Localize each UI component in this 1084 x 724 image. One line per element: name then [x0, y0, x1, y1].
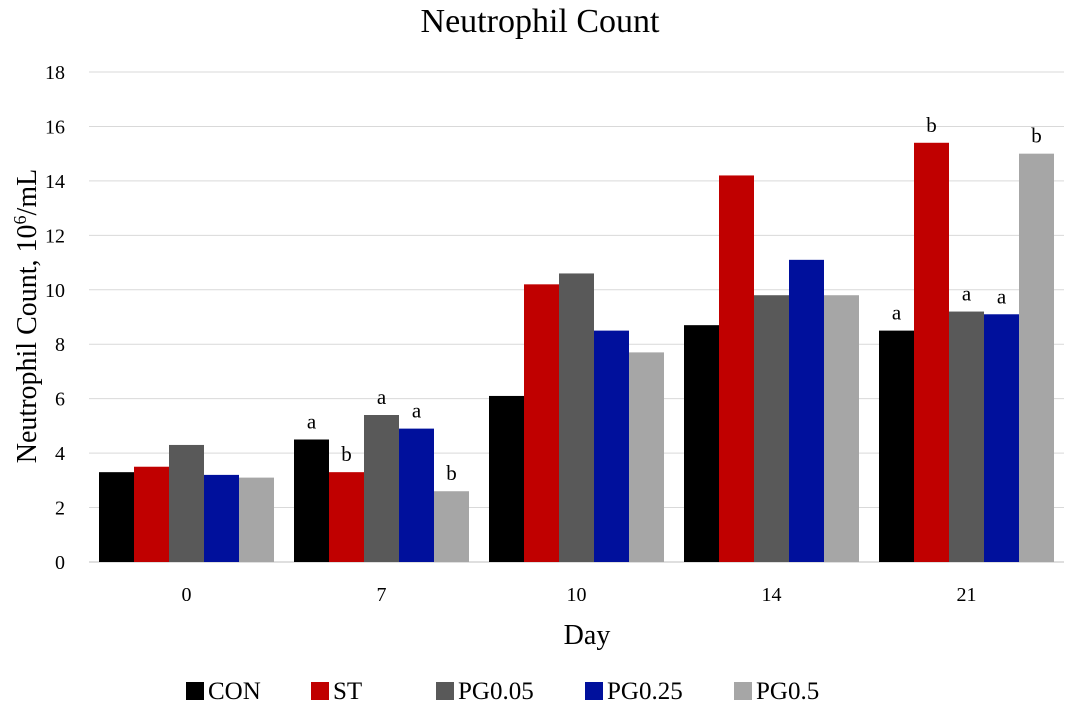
bar-pg05-day14: [824, 295, 859, 562]
x-tick-label: 10: [567, 584, 587, 606]
y-axis-title-main: Neutrophil Count, 10: [12, 224, 43, 463]
bars: [99, 142, 1054, 562]
y-tick-label: 6: [55, 389, 65, 411]
significance-label: b: [446, 461, 457, 485]
x-tick-label: 7: [377, 584, 387, 606]
y-tick-label: 10: [45, 280, 65, 302]
y-axis-title: Neutrophil Count, 106/mL: [10, 169, 43, 463]
bar-con-day7: [294, 439, 329, 562]
bar-st-day0: [134, 466, 169, 562]
x-tick-label: 14: [762, 584, 782, 606]
significance-label: b: [1031, 124, 1042, 148]
bar-st-day10: [524, 284, 559, 562]
bar-con-day10: [489, 395, 524, 562]
bar-pg05-day0: [239, 477, 274, 562]
bar-st-day7: [329, 472, 364, 562]
x-tick-label: 21: [957, 584, 977, 606]
y-tick-label: 12: [45, 225, 65, 247]
legend-label: CON: [208, 678, 261, 705]
x-axis: 0 7 10 14 21: [182, 584, 977, 606]
legend-swatch: [734, 682, 752, 700]
y-tick-label: 14: [45, 171, 65, 193]
bar-con-day21: [879, 330, 914, 562]
significance-label: a: [377, 385, 387, 409]
chart-title: Neutrophil Count: [421, 3, 660, 40]
bar-st-day21: [914, 142, 949, 562]
legend-label: PG0.5: [756, 678, 819, 705]
bar-pg025-day14: [789, 259, 824, 562]
bar-pg025-day7: [399, 428, 434, 562]
significance-label: a: [892, 301, 902, 325]
x-tick-label: 0: [182, 584, 192, 606]
y-tick-label: 16: [45, 116, 65, 138]
significance-label: a: [962, 282, 972, 306]
bar-pg025-day10: [594, 330, 629, 562]
y-axis-title-superscript: 6: [10, 215, 30, 224]
legend-label: ST: [333, 678, 362, 705]
bar-pg005-day0: [169, 444, 204, 562]
legend-label: PG0.05: [458, 678, 534, 705]
y-tick-label: 18: [45, 62, 65, 84]
significance-label: b: [341, 442, 352, 466]
bar-con-day14: [684, 325, 719, 562]
bar-pg05-day10: [629, 352, 664, 562]
bar-pg025-day21: [984, 314, 1019, 562]
bar-pg025-day0: [204, 474, 239, 562]
legend-label: PG0.25: [607, 678, 683, 705]
y-tick-label: 2: [55, 498, 65, 520]
bar-pg005-day7: [364, 415, 399, 562]
significance-label: b: [926, 113, 937, 137]
legend: CON ST PG0.05 PG0.25 PG0.5: [186, 678, 819, 705]
legend-swatch: [436, 682, 454, 700]
significance-label: a: [997, 284, 1007, 308]
y-tick-label: 4: [55, 443, 65, 465]
x-axis-title: Day: [564, 620, 611, 651]
legend-swatch: [186, 682, 204, 700]
bar-st-day14: [719, 175, 754, 562]
bar-pg005-day14: [754, 295, 789, 562]
bar-con-day0: [99, 472, 134, 562]
bar-pg05-day7: [434, 491, 469, 562]
y-axis-title-suffix: /mL: [12, 169, 43, 216]
y-tick-label: 0: [55, 552, 65, 574]
bar-pg005-day10: [559, 273, 594, 562]
bar-pg005-day21: [949, 311, 984, 562]
legend-swatch: [311, 682, 329, 700]
significance-label: a: [412, 399, 422, 423]
significance-label: a: [307, 410, 317, 434]
y-axis: 0 2 4 6 8 10 12 14 16 18: [45, 62, 65, 574]
y-tick-label: 8: [55, 334, 65, 356]
bar-pg05-day21: [1019, 153, 1054, 562]
legend-swatch: [585, 682, 603, 700]
